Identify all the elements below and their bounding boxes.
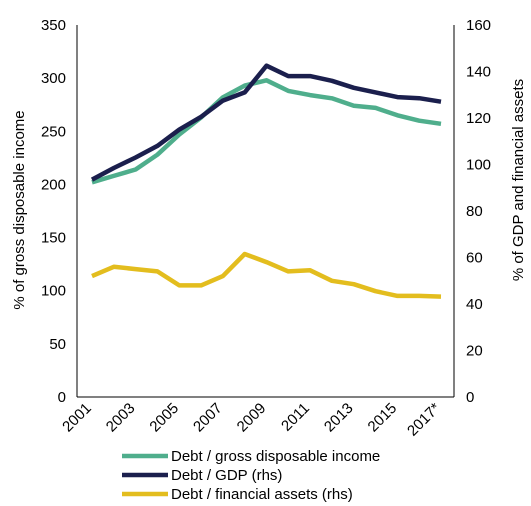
x-tick-label: 2015 [365,400,401,436]
chart-lines [90,63,442,299]
x-tick-label: 2007 [190,400,226,436]
left-tick-label: 300 [41,70,66,87]
right-axis-title: % of GDP and financial assets [510,79,527,281]
left-axis-title: % of gross disposable income [11,110,28,309]
left-tick-label: 0 [58,389,66,406]
left-axis-ticks: 0 50 100 150 200 250 300 350 [41,17,66,406]
series-line [90,63,442,182]
right-tick-label: 100 [466,157,491,174]
right-tick-label: 160 [466,17,491,34]
right-tick-label: 60 [466,250,483,267]
chart-axes [76,25,455,398]
x-tick-label: 2013 [321,400,357,436]
x-axis-ticks: 2001 2003 2005 2007 2009 2011 2013 2015 2017* [59,400,444,440]
legend-entry: Debt / financial assets (rhs) [171,486,353,503]
x-tick-label: 2017* [404,400,444,440]
x-tick-label: 2003 [103,400,139,436]
series-line [91,251,442,299]
right-tick-label: 0 [466,389,474,406]
chart-legend: Debt / gross disposable income Debt / GDP… [122,448,380,503]
legend-entry: Debt / gross disposable income [171,448,380,465]
left-tick-label: 100 [41,283,66,300]
x-tick-label: 2005 [146,400,182,436]
right-tick-label: 140 [466,64,491,81]
right-tick-label: 20 [466,343,483,360]
right-tick-label: 80 [466,203,483,220]
legend-entry: Debt / GDP (rhs) [171,467,282,484]
right-tick-label: 120 [466,110,491,127]
left-tick-label: 350 [41,17,66,34]
right-tick-label: 40 [466,296,483,313]
right-axis-ticks: 0 20 40 60 80 100 120 140 160 [466,17,491,406]
left-tick-label: 250 [41,123,66,140]
left-tick-label: 50 [49,336,66,353]
left-tick-label: 200 [41,176,66,193]
x-tick-label: 2009 [234,400,270,436]
left-tick-label: 150 [41,230,66,247]
x-tick-label: 2011 [278,400,313,435]
series-line [91,78,442,185]
